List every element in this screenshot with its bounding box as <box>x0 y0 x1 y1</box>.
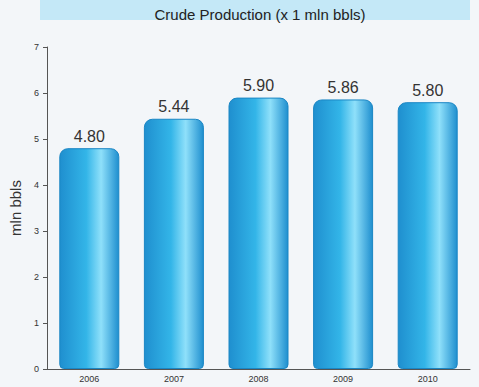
svg-text:2009: 2009 <box>333 374 353 384</box>
svg-text:6: 6 <box>34 88 39 98</box>
svg-text:4: 4 <box>34 180 39 190</box>
svg-text:0: 0 <box>34 364 39 374</box>
svg-text:5.90: 5.90 <box>243 77 274 94</box>
svg-text:2008: 2008 <box>248 374 268 384</box>
svg-text:1: 1 <box>34 318 39 328</box>
svg-text:7: 7 <box>34 42 39 52</box>
svg-text:2010: 2010 <box>418 374 438 384</box>
svg-text:2006: 2006 <box>79 374 99 384</box>
svg-text:5.80: 5.80 <box>412 82 443 99</box>
svg-text:3: 3 <box>34 226 39 236</box>
svg-text:2007: 2007 <box>164 374 184 384</box>
svg-text:4.80: 4.80 <box>74 128 105 145</box>
svg-text:mln bbls: mln bbls <box>7 180 24 236</box>
svg-text:Crude Production (x 1 mln bbls: Crude Production (x 1 mln bbls) <box>155 6 366 23</box>
svg-text:5.44: 5.44 <box>158 98 189 115</box>
svg-text:2: 2 <box>34 272 39 282</box>
svg-text:5.86: 5.86 <box>328 79 359 96</box>
svg-text:5: 5 <box>34 134 39 144</box>
